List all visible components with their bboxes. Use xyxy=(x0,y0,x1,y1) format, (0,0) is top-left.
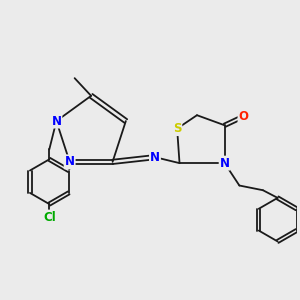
Text: O: O xyxy=(238,110,248,123)
Text: N: N xyxy=(150,151,160,164)
Text: N: N xyxy=(220,157,230,169)
Text: N: N xyxy=(51,115,62,128)
Text: S: S xyxy=(173,122,182,135)
Text: N: N xyxy=(65,155,75,168)
Text: Cl: Cl xyxy=(43,211,56,224)
